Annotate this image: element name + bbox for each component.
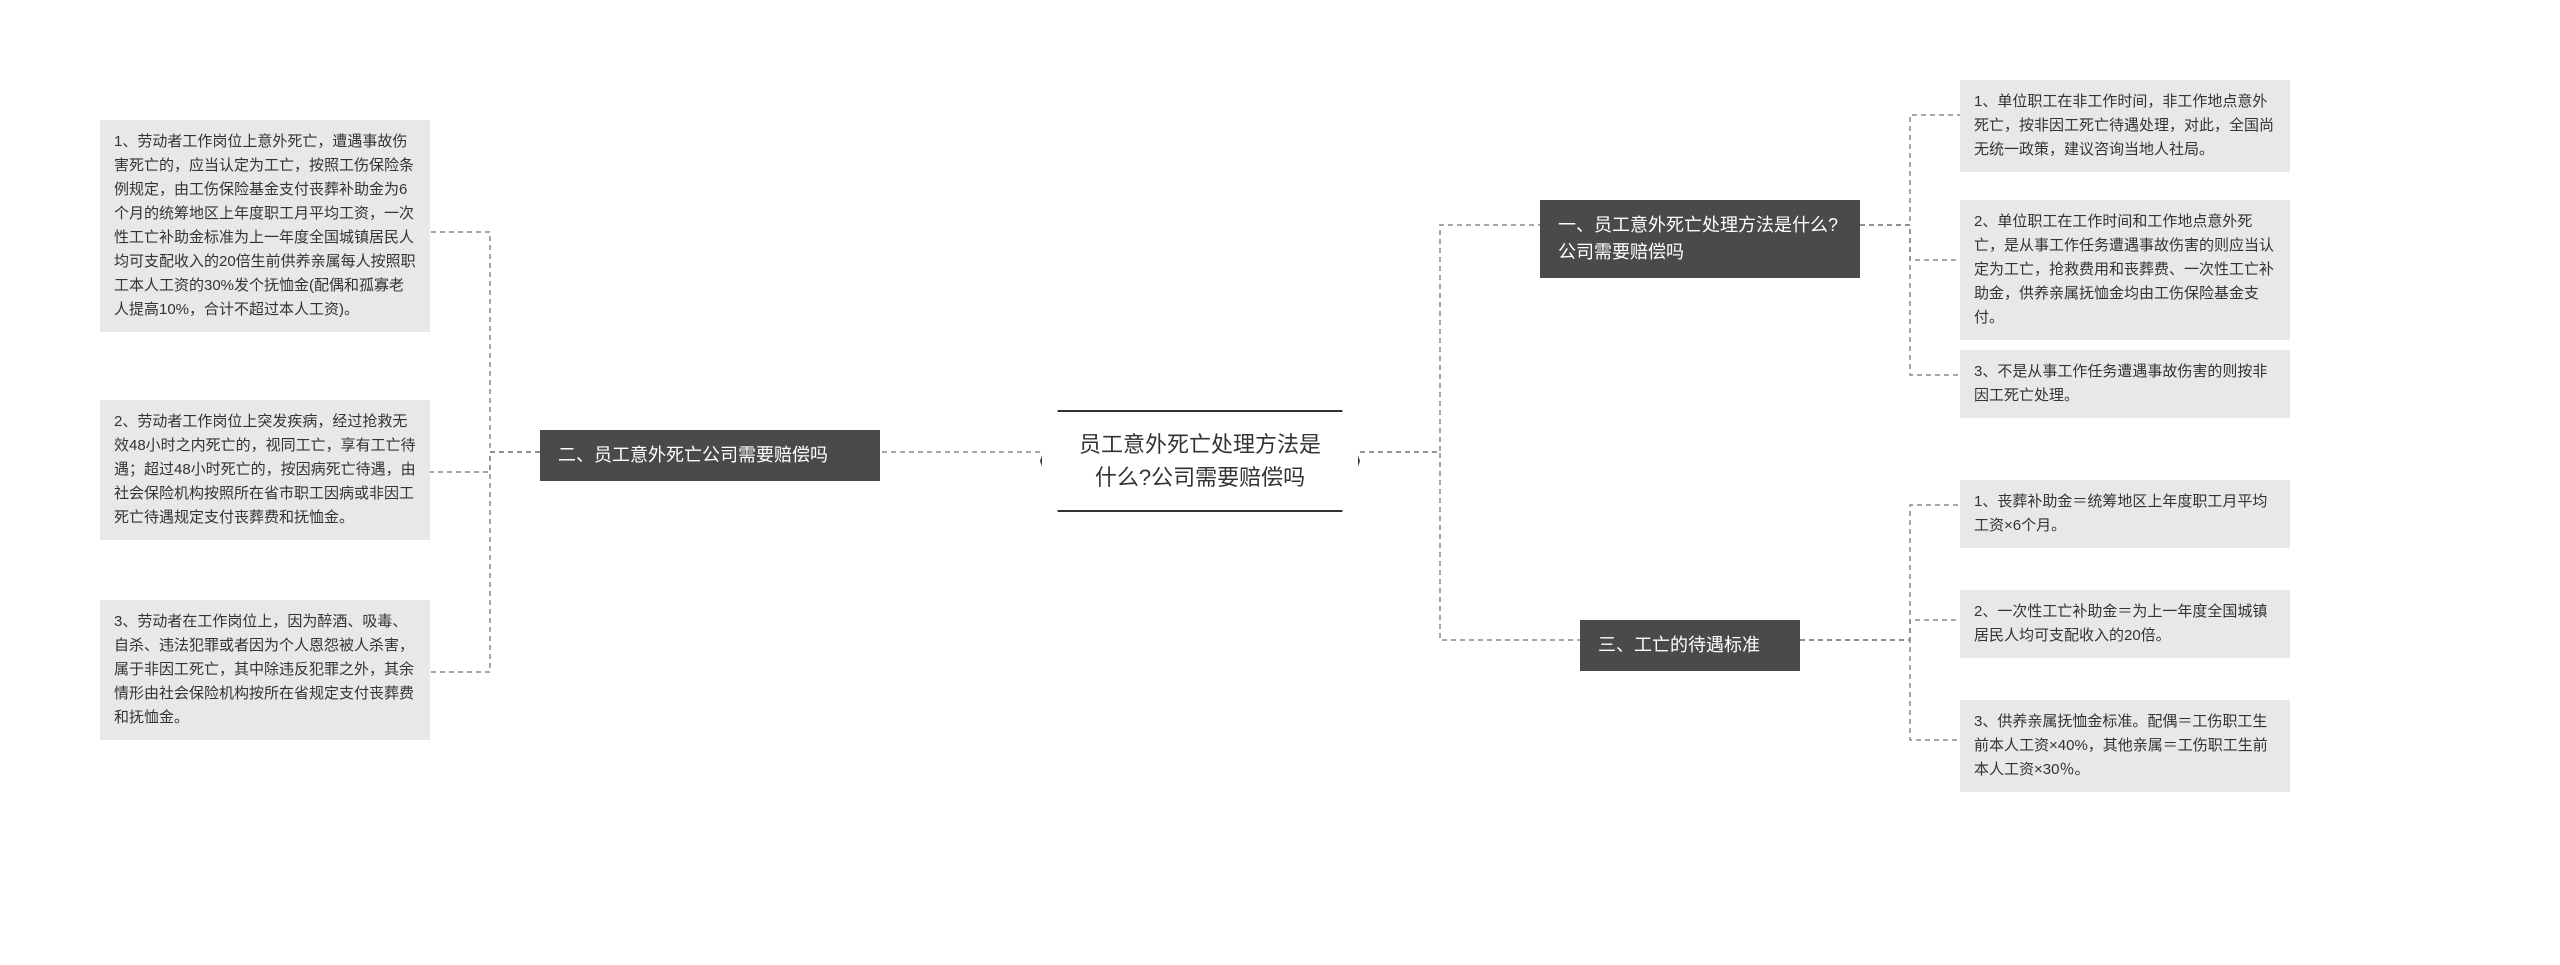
- center-node: 员工意外死亡处理方法是什么?公司需要赔偿吗: [1040, 410, 1360, 512]
- edge-r1-leaf1: [1860, 115, 1960, 225]
- leaf-r2-1: 1、丧葬补助金＝统筹地区上年度职工月平均工资×6个月。: [1960, 480, 2290, 548]
- leaf-r1-3: 3、不是从事工作任务遭遇事故伤害的则按非因工死亡处理。: [1960, 350, 2290, 418]
- edge-left-leaf1: [430, 232, 540, 452]
- leaf-r1-2: 2、单位职工在工作时间和工作地点意外死亡，是从事工作任务遭遇事故伤害的则应当认定…: [1960, 200, 2290, 340]
- edge-left-leaf2: [430, 452, 540, 472]
- edge-r2-leaf2: [1800, 620, 1960, 640]
- edge-r1-leaf3: [1860, 225, 1960, 375]
- leaf-left-1: 1、劳动者工作岗位上意外死亡，遭遇事故伤害死亡的，应当认定为工亡，按照工伤保险条…: [100, 120, 430, 332]
- leaf-left-2: 2、劳动者工作岗位上突发疾病，经过抢救无效48小时之内死亡的，视同工亡，享有工亡…: [100, 400, 430, 540]
- leaf-r1-1: 1、单位职工在非工作时间，非工作地点意外死亡，按非因工死亡待遇处理，对此，全国尚…: [1960, 80, 2290, 172]
- leaf-left-3: 3、劳动者在工作岗位上，因为醉酒、吸毒、自杀、违法犯罪或者因为个人恩怨被人杀害，…: [100, 600, 430, 740]
- edge-left-leaf3: [430, 452, 540, 672]
- edge-center-right2: [1360, 452, 1580, 640]
- edge-r1-leaf2: [1860, 225, 1960, 260]
- branch-left: 二、员工意外死亡公司需要赔偿吗: [540, 430, 880, 481]
- leaf-r2-3: 3、供养亲属抚恤金标准。配偶＝工伤职工生前本人工资×40%，其他亲属＝工伤职工生…: [1960, 700, 2290, 792]
- edge-center-right1: [1360, 225, 1540, 452]
- leaf-r2-2: 2、一次性工亡补助金＝为上一年度全国城镇居民人均可支配收入的20倍。: [1960, 590, 2290, 658]
- branch-right-1: 一、员工意外死亡处理方法是什么?公司需要赔偿吗: [1540, 200, 1860, 278]
- branch-right-2: 三、工亡的待遇标准: [1580, 620, 1800, 671]
- edge-r2-leaf3: [1800, 640, 1960, 740]
- edge-r2-leaf1: [1800, 505, 1960, 640]
